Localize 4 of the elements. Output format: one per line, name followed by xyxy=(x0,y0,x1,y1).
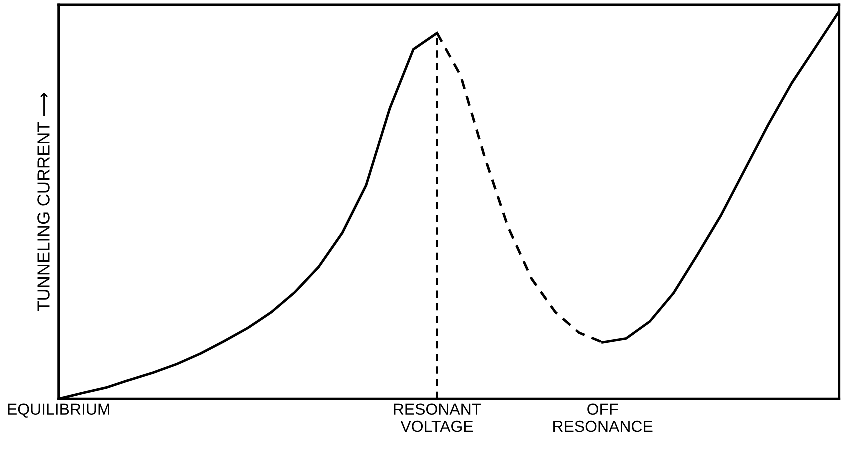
y-axis-title: TUNNELING CURRENT ⟶ xyxy=(38,93,50,312)
x-tick-label: EQUILIBRIUM xyxy=(8,404,110,418)
x-tick-label: RESONANT VOLTAGE xyxy=(394,404,482,432)
x-tick-label: OFF RESONANCE xyxy=(554,404,653,432)
